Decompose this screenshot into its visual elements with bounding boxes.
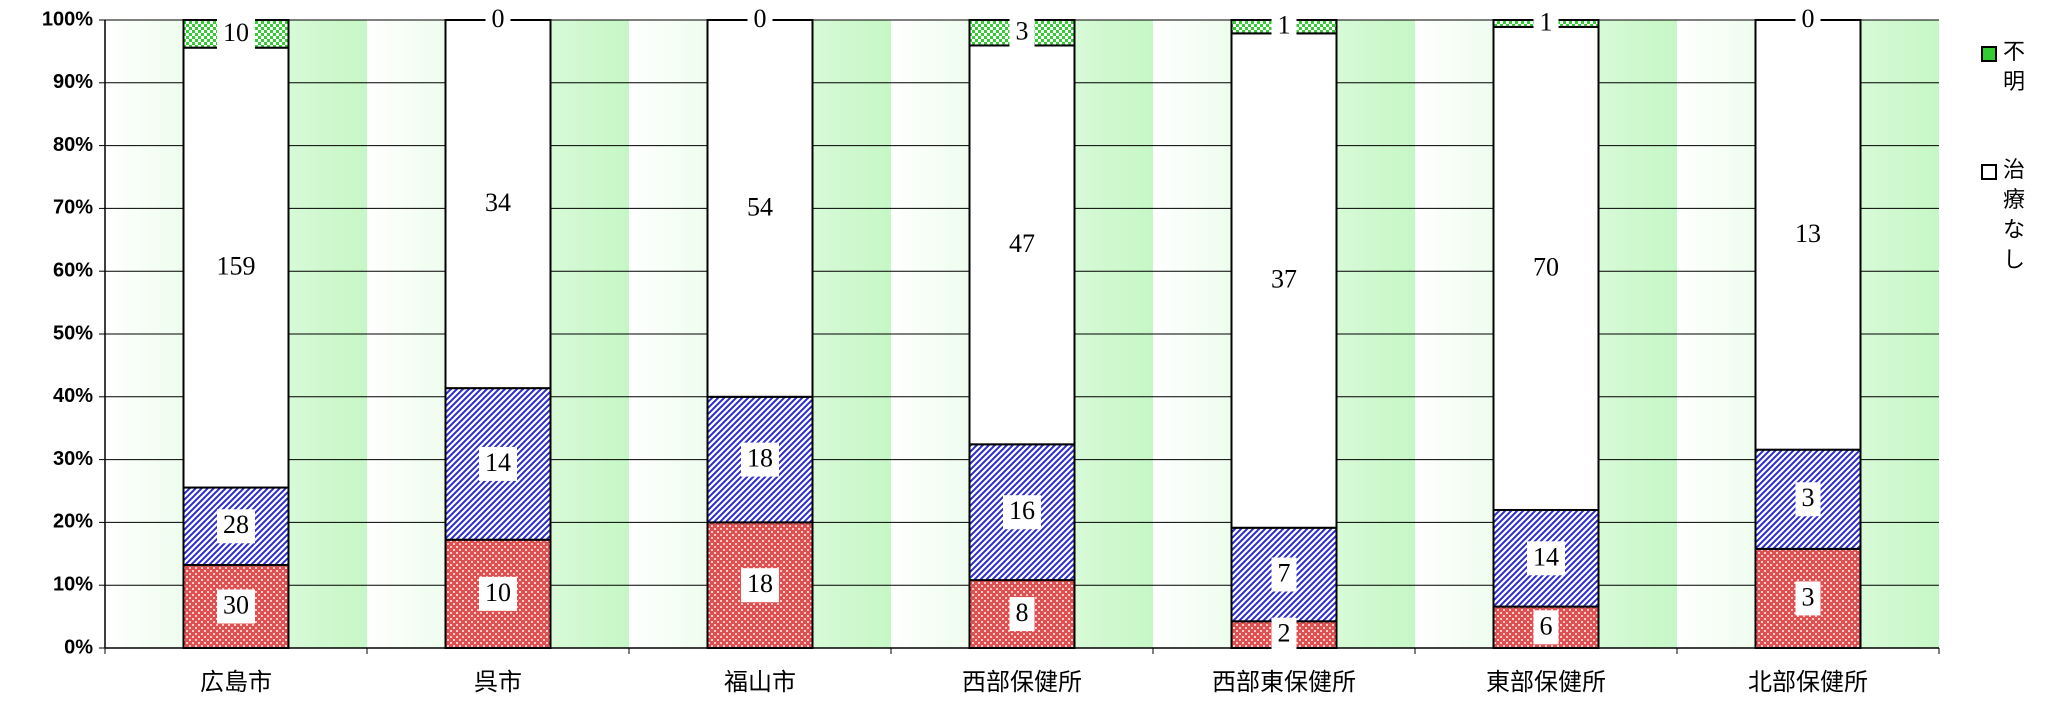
y-tick-label: 50% — [53, 322, 93, 344]
data-label: 28 — [223, 510, 249, 539]
x-tick-label: 西部東保健所 — [1212, 668, 1356, 696]
data-label-box — [1271, 557, 1297, 592]
data-label: 3 — [1802, 483, 1815, 512]
data-label-box — [1009, 15, 1035, 50]
data-label-box — [1533, 610, 1559, 645]
data-label: 14 — [1533, 542, 1559, 571]
data-label-box — [1795, 482, 1821, 517]
y-tick-label: 90% — [53, 71, 93, 93]
data-label-box — [1271, 617, 1297, 652]
data-label: 7 — [1278, 558, 1291, 587]
y-tick-label: 40% — [53, 385, 93, 407]
data-label: 18 — [747, 569, 773, 598]
data-label: 70 — [1533, 252, 1559, 281]
y-tick-label: 20% — [53, 511, 93, 533]
x-tick-label: 呉市 — [474, 668, 522, 696]
y-tick-label: 60% — [53, 259, 93, 281]
legend-label: 不明 — [2003, 40, 2026, 95]
x-tick-label: 東部保健所 — [1486, 668, 1606, 696]
data-label: 6 — [1540, 611, 1553, 640]
y-tick-label: 0% — [64, 636, 93, 658]
data-label: 159 — [217, 252, 256, 281]
data-label: 13 — [1795, 219, 1821, 248]
data-label: 37 — [1271, 265, 1297, 294]
legend-label: 治療なし — [2003, 158, 2026, 273]
y-tick-label: 80% — [53, 134, 93, 156]
data-label: 30 — [223, 590, 249, 619]
data-label: 10 — [223, 18, 249, 47]
data-label: 34 — [485, 188, 511, 217]
data-label-box — [1533, 6, 1559, 41]
data-label-box — [1789, 217, 1827, 252]
data-label: 10 — [485, 578, 511, 607]
y-tick-label: 100% — [42, 8, 93, 30]
data-label-box — [1527, 251, 1565, 286]
data-label: 16 — [1009, 496, 1035, 525]
y-tick-label: 30% — [53, 448, 93, 470]
data-label-box — [479, 576, 517, 611]
data-label-box — [747, 3, 773, 37]
data-label: 0 — [492, 4, 505, 33]
x-tick-label: 西部保健所 — [962, 668, 1082, 696]
data-label: 14 — [485, 448, 511, 477]
data-label: 47 — [1009, 229, 1035, 258]
x-tick-label: 広島市 — [200, 668, 272, 696]
y-tick-label: 70% — [53, 197, 93, 219]
data-label-box — [485, 3, 511, 37]
data-label: 0 — [754, 4, 767, 33]
data-label: 1 — [1278, 11, 1291, 40]
legend-swatch — [1981, 46, 1997, 62]
y-tick-label: 10% — [53, 573, 93, 595]
data-label-box — [1527, 541, 1565, 576]
data-label-box — [741, 191, 779, 226]
data-label-box — [479, 187, 517, 222]
data-label-box — [1271, 9, 1297, 44]
data-label: 3 — [1016, 17, 1029, 46]
data-label-box — [1265, 263, 1303, 298]
data-label-box — [210, 250, 262, 285]
data-label: 2 — [1278, 619, 1291, 648]
data-label-box — [741, 568, 779, 603]
data-label-box — [217, 589, 255, 624]
data-label-box — [1795, 3, 1821, 37]
x-tick-label: 福山市 — [724, 668, 796, 696]
data-label-box — [217, 509, 255, 544]
x-tick-label: 北部保健所 — [1748, 668, 1868, 696]
data-label-box — [1009, 597, 1035, 632]
data-label: 18 — [747, 444, 773, 473]
data-label-box — [479, 446, 517, 481]
data-label: 3 — [1802, 582, 1815, 611]
data-label: 0 — [1802, 4, 1815, 33]
data-label: 8 — [1016, 598, 1029, 627]
data-label-box — [741, 442, 779, 477]
data-label: 54 — [747, 192, 773, 221]
data-label-box — [1795, 581, 1821, 616]
data-label-box — [217, 16, 255, 51]
data-label-box — [1003, 495, 1041, 530]
legend-swatch — [1981, 164, 1997, 180]
data-label-box — [1003, 227, 1041, 262]
data-label: 1 — [1540, 7, 1553, 36]
